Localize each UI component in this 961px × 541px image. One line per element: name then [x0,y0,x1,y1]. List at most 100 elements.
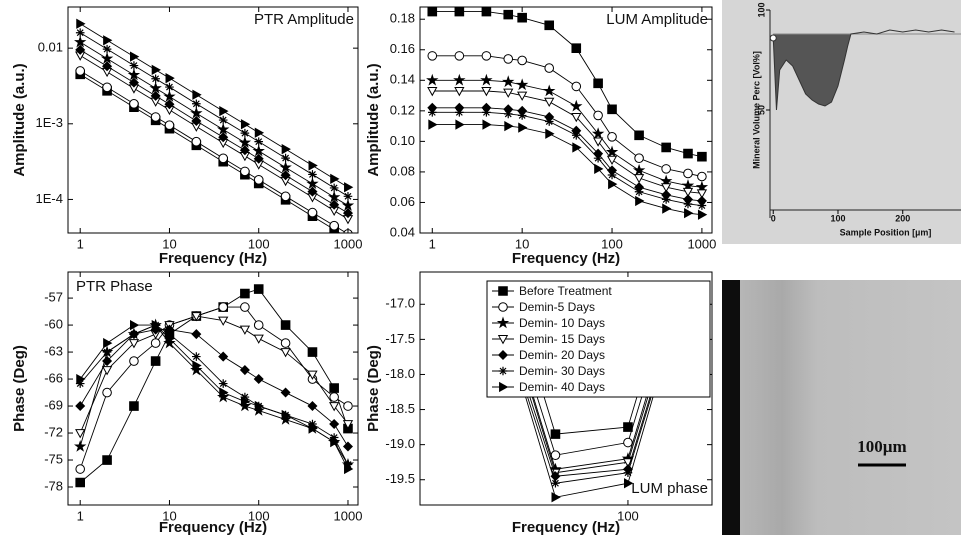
marker [281,153,290,163]
y-tick-label: -17.5 [385,331,415,346]
marker [571,43,582,54]
marker [571,81,582,92]
marker [218,316,229,326]
marker [149,81,162,94]
x-axis-title: Frequency (Hz) [512,519,620,536]
marker [253,320,264,330]
marker [127,68,141,81]
legend-box [486,280,711,398]
marker [624,478,634,489]
marker [544,63,555,73]
marker [343,460,353,469]
y-tick-label: -72 [44,424,63,439]
marker [623,437,633,448]
marker [570,99,583,112]
marker [308,170,317,179]
marker [165,329,174,339]
marker [329,199,340,210]
y-tick-label: -60 [44,317,63,332]
marker [329,220,339,231]
marker [239,325,251,335]
plot-frame [419,271,713,506]
marker [551,478,560,488]
x-tick-label: 10 [162,236,176,251]
y-axis-title: Phase (Deg) [365,345,382,432]
series-line [432,90,702,194]
marker [76,373,86,385]
marker [103,35,113,46]
marker [661,195,671,204]
marker [281,144,291,155]
marker [623,468,633,478]
marker [218,132,229,143]
y-tick-label: 0.10 [390,133,415,148]
marker [544,20,555,31]
marker [517,111,527,120]
marker [343,192,353,201]
marker [252,144,265,157]
marker [517,55,527,66]
marker [308,160,318,171]
marker [329,383,339,393]
marker [164,120,175,130]
marker [191,312,202,322]
y-axis-title: Mineral Volume Perc [Vol%] [751,51,761,169]
marker [218,153,228,164]
marker [102,455,112,465]
marker [306,177,319,190]
legend-marker [496,316,510,329]
y-tick-label: -69 [44,397,63,412]
marker [280,170,291,181]
marker [683,199,693,209]
marker [102,61,113,72]
marker [280,338,291,348]
marker [503,9,514,20]
y-tick-label: 0.08 [390,163,415,178]
marker [279,161,292,173]
series-line [79,23,349,188]
series-line [79,324,349,465]
marker [517,12,527,23]
marker [254,137,264,146]
marker [254,127,265,138]
marker [697,201,707,210]
marker [342,208,353,219]
x-tick-label: 1000 [334,508,363,523]
legend-label: Demin- 20 Days [519,348,605,362]
marker [101,366,113,376]
marker [102,356,113,367]
legend-label: Before Treatment [519,284,612,298]
marker [240,392,250,402]
y-tick-label: 0.18 [390,11,415,26]
marker [150,90,161,101]
marker [253,284,264,294]
marker [218,302,228,312]
marker [634,187,644,197]
marker [165,73,175,84]
y-tick-label: -18.5 [385,401,415,416]
marker [330,173,340,185]
marker [518,122,528,133]
scale-label: 100µm [857,437,906,456]
series-line [516,335,670,477]
y-tick-label: -63 [44,344,63,359]
marker [634,153,644,163]
series-line [79,32,349,197]
marker [280,387,291,398]
marker [307,186,318,197]
chart-title: PTR Amplitude [254,11,354,28]
marker [454,87,465,97]
series-line [432,107,702,202]
marker [76,18,86,29]
series-line [79,41,349,206]
marker [240,302,250,312]
marker [572,142,582,153]
marker [593,153,603,163]
y-tick-label: -19.0 [385,436,415,451]
marker [515,78,529,91]
x-axis-title: Frequency (Hz) [159,519,267,536]
y-tick-label: -75 [44,451,63,466]
marker [307,401,318,412]
marker [427,87,438,97]
marker [192,99,201,109]
